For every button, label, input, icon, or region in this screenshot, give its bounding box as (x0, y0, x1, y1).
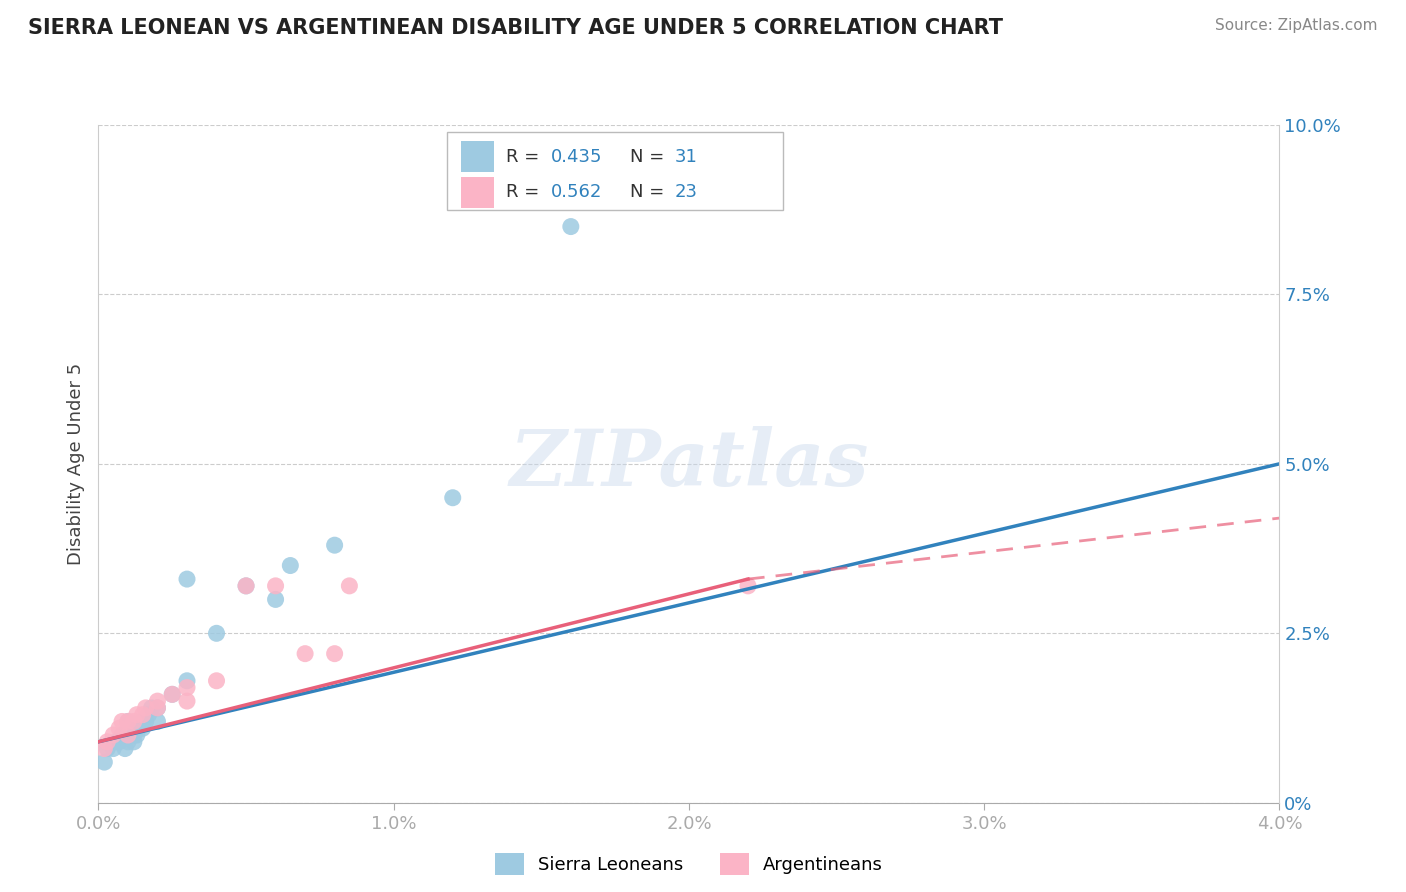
Point (111, 714, 134, 729)
Point (122, 714, 145, 729)
Point (108, 721, 131, 735)
Text: Source: ZipAtlas.com: Source: ZipAtlas.com (1215, 18, 1378, 33)
Text: SIERRA LEONEAN VS ARGENTINEAN DISABILITY AGE UNDER 5 CORRELATION CHART: SIERRA LEONEAN VS ARGENTINEAN DISABILITY… (28, 18, 1002, 37)
Point (125, 721, 148, 735)
Point (337, 579, 360, 593)
Y-axis label: Disability Age Under 5: Disability Age Under 5 (66, 363, 84, 565)
Point (294, 647, 316, 661)
Text: N =: N = (630, 147, 669, 166)
Bar (461, 178, 494, 208)
Point (441, 491, 464, 505)
Point (138, 707, 160, 722)
Point (176, 673, 198, 688)
Point (96, 741, 118, 756)
Point (122, 728, 145, 742)
Point (125, 707, 148, 722)
Point (132, 721, 155, 735)
Point (132, 707, 155, 722)
Point (176, 572, 198, 586)
Point (737, 579, 759, 593)
Point (205, 673, 228, 688)
Point (117, 728, 139, 742)
Point (264, 579, 287, 593)
Point (141, 701, 163, 715)
Legend: Sierra Leoneans, Argentineans: Sierra Leoneans, Argentineans (488, 846, 890, 882)
Point (235, 579, 257, 593)
Point (93, 755, 115, 769)
Point (205, 626, 228, 640)
Point (105, 735, 128, 749)
Point (108, 735, 131, 749)
Bar (461, 141, 494, 172)
Point (235, 579, 257, 593)
Point (122, 735, 145, 749)
Point (125, 728, 148, 742)
Point (117, 714, 139, 729)
Text: R =: R = (506, 184, 546, 202)
Point (117, 735, 139, 749)
Point (278, 558, 302, 573)
Text: 0.435: 0.435 (551, 147, 602, 166)
Point (117, 728, 139, 742)
Point (162, 687, 183, 701)
Point (323, 538, 346, 552)
Point (560, 219, 582, 234)
Point (103, 728, 125, 742)
Point (117, 714, 139, 729)
Point (162, 687, 183, 701)
Text: 0.562: 0.562 (551, 184, 602, 202)
Point (146, 701, 169, 715)
Point (135, 714, 157, 729)
Point (103, 741, 125, 756)
Point (146, 694, 169, 708)
Point (93, 741, 115, 756)
Point (323, 647, 346, 661)
Text: R =: R = (506, 147, 546, 166)
Point (114, 741, 136, 756)
Point (146, 714, 169, 729)
Point (135, 701, 157, 715)
Point (176, 694, 198, 708)
Text: N =: N = (630, 184, 669, 202)
Point (264, 592, 287, 607)
Point (96, 735, 118, 749)
Point (132, 714, 155, 729)
Text: 31: 31 (675, 147, 697, 166)
Point (111, 728, 134, 742)
Point (146, 701, 169, 715)
Point (176, 681, 198, 695)
Text: ZIPatlas: ZIPatlas (509, 425, 869, 502)
Text: 23: 23 (675, 184, 697, 202)
FancyBboxPatch shape (447, 132, 783, 210)
